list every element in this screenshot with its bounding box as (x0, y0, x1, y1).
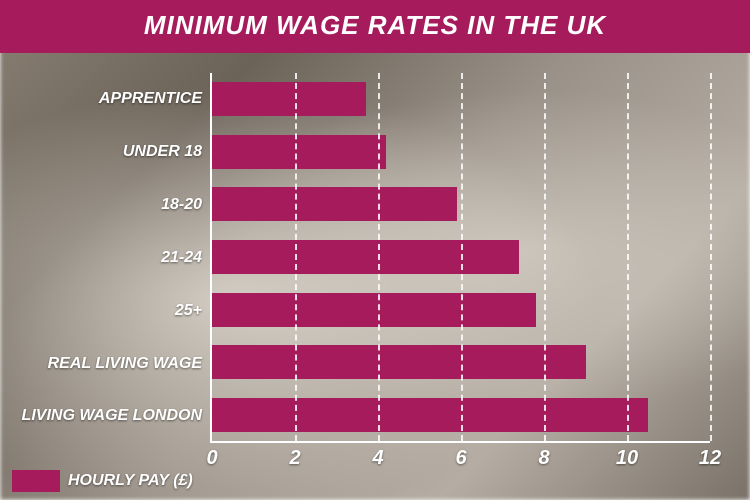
bar-real-living (212, 345, 586, 379)
x-axis-ticks: 024681012 (212, 447, 710, 471)
legend-swatch (12, 470, 60, 492)
cat-label-21-24: 21-24 (10, 236, 202, 280)
cat-label-25-plus: 25+ (10, 289, 202, 333)
legend-label: HOURLY PAY (£) (68, 472, 193, 490)
gridline (295, 73, 297, 441)
cat-label-18-20: 18-20 (10, 183, 202, 227)
gridline (627, 73, 629, 441)
x-tick: 6 (455, 447, 466, 470)
bar-18-20 (212, 187, 457, 221)
bar-london (212, 398, 648, 432)
x-tick: 2 (289, 447, 300, 470)
chart-container: APPRENTICE UNDER 18 18-20 21-24 25+ REAL… (0, 53, 750, 453)
chart-title: MINIMUM WAGE RATES IN THE UK (0, 0, 750, 53)
cat-label-real-living: REAL LIVING WAGE (10, 342, 202, 386)
gridline (710, 73, 712, 441)
x-tick: 8 (538, 447, 549, 470)
x-tick: 12 (699, 447, 721, 470)
bar-21-24 (212, 240, 519, 274)
cat-label-london: LIVING WAGE LONDON (10, 394, 202, 438)
x-tick: 10 (616, 447, 638, 470)
gridline (544, 73, 546, 441)
x-tick: 4 (372, 447, 383, 470)
bar-25-plus (212, 293, 536, 327)
gridline (461, 73, 463, 441)
bar-chart: APPRENTICE UNDER 18 18-20 21-24 25+ REAL… (10, 73, 710, 443)
bar-apprentice (212, 82, 366, 116)
cat-label-apprentice: APPRENTICE (10, 77, 202, 121)
category-labels: APPRENTICE UNDER 18 18-20 21-24 25+ REAL… (10, 73, 210, 443)
x-tick: 0 (206, 447, 217, 470)
legend: HOURLY PAY (£) (12, 470, 193, 492)
bar-under-18 (212, 135, 386, 169)
gridline (378, 73, 380, 441)
cat-label-under-18: UNDER 18 (10, 130, 202, 174)
plot-area: 024681012 (210, 73, 710, 443)
